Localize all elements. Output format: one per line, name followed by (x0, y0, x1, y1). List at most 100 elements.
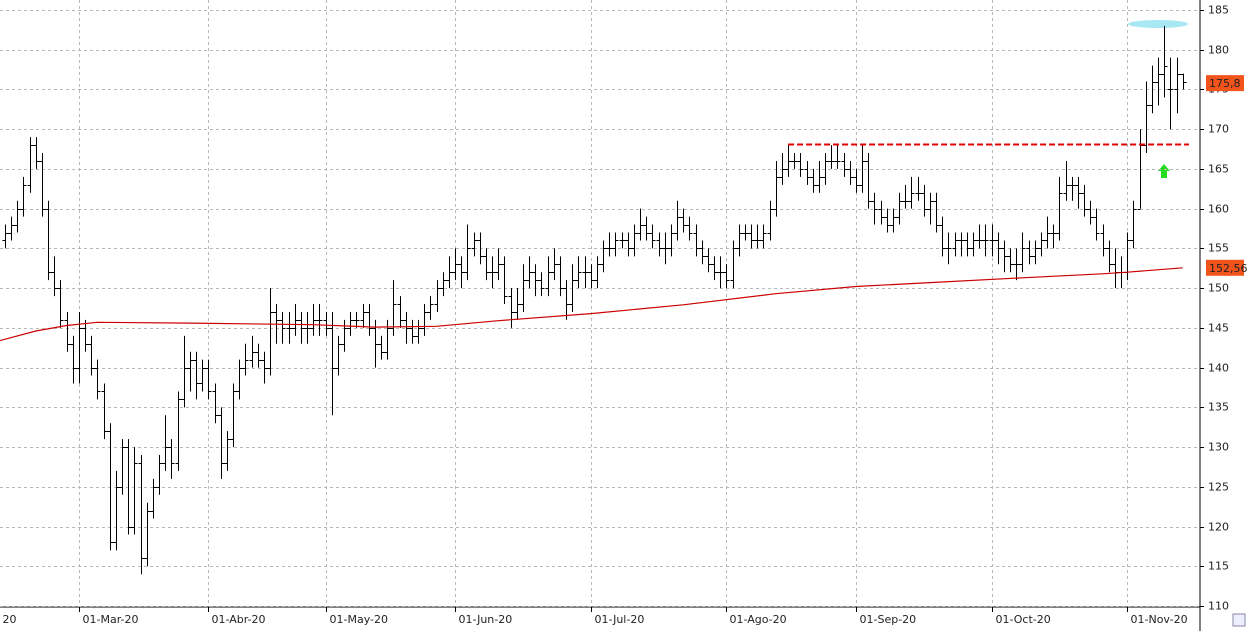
ohlc-bar (224, 431, 231, 471)
ohlc-bar (1167, 57, 1174, 130)
ohlc-bar (1075, 176, 1082, 209)
ohlc-bar (884, 208, 891, 233)
y-tick-label: 170 (1208, 123, 1229, 136)
ohlc-bar (890, 208, 897, 233)
ohlc-bar (575, 256, 582, 289)
ohlc-bar (952, 232, 959, 257)
ohlc-bar (588, 264, 595, 289)
ohlc-bar (1155, 57, 1162, 106)
ohlc-bar (1069, 176, 1076, 201)
ohlc-bar (434, 280, 441, 312)
ohlc-bar (828, 145, 835, 169)
y-tick-label: 130 (1208, 441, 1229, 454)
ohlc-bar (2, 224, 9, 249)
ohlc-bar (773, 160, 780, 217)
ohlc-bar (545, 256, 552, 297)
ohlc-bar (1174, 57, 1181, 114)
ohlc-bar (730, 240, 737, 289)
ohlc-bar (360, 304, 367, 328)
ohlc-bar (865, 153, 872, 209)
ohlc-bar (212, 383, 219, 424)
ohlc-bar (804, 160, 811, 185)
ohlc-bar (902, 184, 909, 209)
ohlc-bar (563, 280, 570, 320)
y-tick-label: 165 (1208, 163, 1229, 176)
ohlc-bar (1001, 240, 1008, 273)
ohlc-bar (218, 407, 225, 479)
ohlc-bar (292, 304, 299, 336)
ohlc-bar (1063, 160, 1070, 201)
ohlc-bar (347, 311, 354, 336)
ohlc-bar (316, 304, 323, 336)
ohlc-bar (995, 232, 1002, 265)
ohlc-bar (717, 256, 724, 289)
ohlc-bar (458, 256, 465, 289)
ohlc-bar (532, 264, 539, 297)
ohlc-bar (569, 264, 576, 312)
ohlc-bar (446, 256, 453, 289)
ohlc-bar (1100, 224, 1107, 257)
ohlc-bar (779, 153, 786, 185)
ohlc-bar (113, 470, 120, 551)
ohlc-bar (1032, 240, 1039, 265)
y-tick-label: 180 (1208, 44, 1229, 57)
y-tick-label: 185 (1208, 4, 1229, 17)
ohlc-bar (279, 311, 286, 344)
ohlc-bar (33, 137, 40, 169)
ohlc-bar (403, 311, 410, 344)
ohlc-bar (51, 256, 58, 297)
ohlc-bar (187, 351, 194, 392)
ohlc-bar (526, 256, 533, 289)
ohlc-bar (236, 359, 243, 400)
ohlc-bar (662, 232, 669, 265)
ohlc-bar (45, 200, 52, 281)
ohlc-bar (982, 224, 989, 257)
ohlc-bar (649, 224, 656, 249)
ohlc-bar (643, 216, 650, 241)
ohlc-bar (341, 319, 348, 352)
ohlc-bar (181, 335, 188, 408)
ohlc-bar (705, 248, 712, 273)
ohlc-bar (871, 192, 878, 225)
ohlc-bar (138, 455, 145, 575)
ohlc-bar (723, 264, 730, 289)
ohlc-bar (366, 304, 373, 336)
ohlc-bar (754, 224, 761, 249)
y-tick-label: 115 (1208, 560, 1229, 573)
last-value-box (1206, 259, 1244, 276)
ohlc-bar (933, 192, 940, 233)
ohlc-bar (175, 391, 182, 471)
ohlc-bar (637, 208, 644, 241)
ohlc-bar (742, 224, 749, 241)
ohlc-bar (976, 224, 983, 249)
ohlc-bar (927, 192, 934, 225)
ohlc-bar (14, 200, 21, 233)
ohlc-bar (378, 335, 385, 360)
ohlc-bar (958, 232, 965, 257)
x-tick-label: 01-Ago-20 (730, 613, 787, 626)
ohlc-bar (427, 296, 434, 320)
ohlc-bar (1081, 184, 1088, 217)
y-tick-label: 125 (1208, 481, 1229, 494)
ohlc-bar (668, 224, 675, 257)
ohlc-bar (582, 256, 589, 289)
ohlc-bar (310, 304, 317, 336)
ohlc-bar (612, 232, 619, 257)
ohlc-bar (421, 304, 428, 336)
ohlc-bar (1038, 232, 1045, 257)
ohlc-bar (464, 224, 471, 281)
y-tick-label: 150 (1208, 282, 1229, 295)
x-tick-label: 01-Sep-20 (860, 613, 917, 626)
ohlc-bar (452, 248, 459, 281)
moving-average (0, 267, 1183, 342)
ohlc-bar (255, 343, 262, 368)
y-tick-label: 135 (1208, 401, 1229, 414)
ohlc-bar (853, 168, 860, 193)
ohlc-bar (101, 383, 108, 440)
ohlc-bar (304, 311, 311, 344)
ohlc-bar (921, 184, 928, 217)
ohlc-bar (230, 383, 237, 448)
ohlc-bar (538, 272, 545, 297)
ohlc-bar (242, 343, 249, 376)
